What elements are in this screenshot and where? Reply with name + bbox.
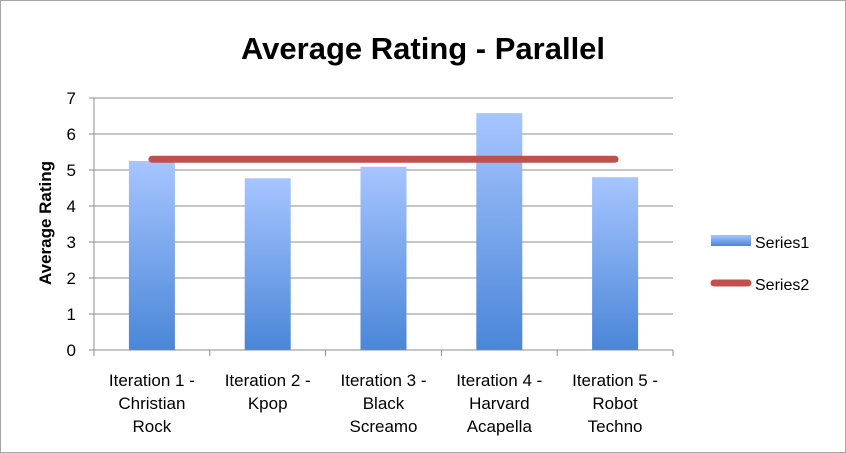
y-axis-label: Average Rating [36, 161, 55, 285]
y-tick-label: 4 [67, 197, 76, 216]
axes [93, 98, 674, 356]
bars [128, 113, 639, 351]
bar [128, 161, 175, 350]
y-tick-label: 7 [67, 89, 76, 108]
chart-title: Average Rating - Parallel [241, 31, 605, 66]
x-category-label: Iteration 2 -Kpop [225, 371, 311, 413]
y-tick-label: 1 [67, 305, 76, 324]
bar [244, 178, 291, 350]
x-category-label: Iteration 1 -Christian Rock [109, 371, 195, 436]
bar [476, 113, 523, 351]
y-tick-label: 5 [67, 161, 76, 180]
x-category-labels: Iteration 1 -Christian Rock Iteration 2 -K… [109, 371, 658, 436]
y-tick-label: 3 [67, 233, 76, 252]
y-tick-labels: 0 1 2 3 4 5 6 7 [67, 89, 94, 360]
legend-swatch-series1 [711, 235, 751, 246]
legend: Series1 Series2 [710, 235, 809, 294]
bar [592, 177, 639, 350]
bar [360, 166, 407, 350]
y-tick-label: 0 [67, 341, 76, 360]
y-tick-label: 2 [67, 269, 76, 288]
y-tick-label: 6 [67, 125, 76, 144]
legend-label-series1: Series1 [755, 235, 809, 252]
x-category-label: Iteration 4 -Harvard Acapella [456, 371, 542, 436]
x-category-label: Iteration 5 -Robot Techno [572, 371, 658, 436]
x-category-label: Iteration 3 -Black Screamo [341, 371, 427, 436]
legend-label-series2: Series2 [755, 277, 809, 294]
